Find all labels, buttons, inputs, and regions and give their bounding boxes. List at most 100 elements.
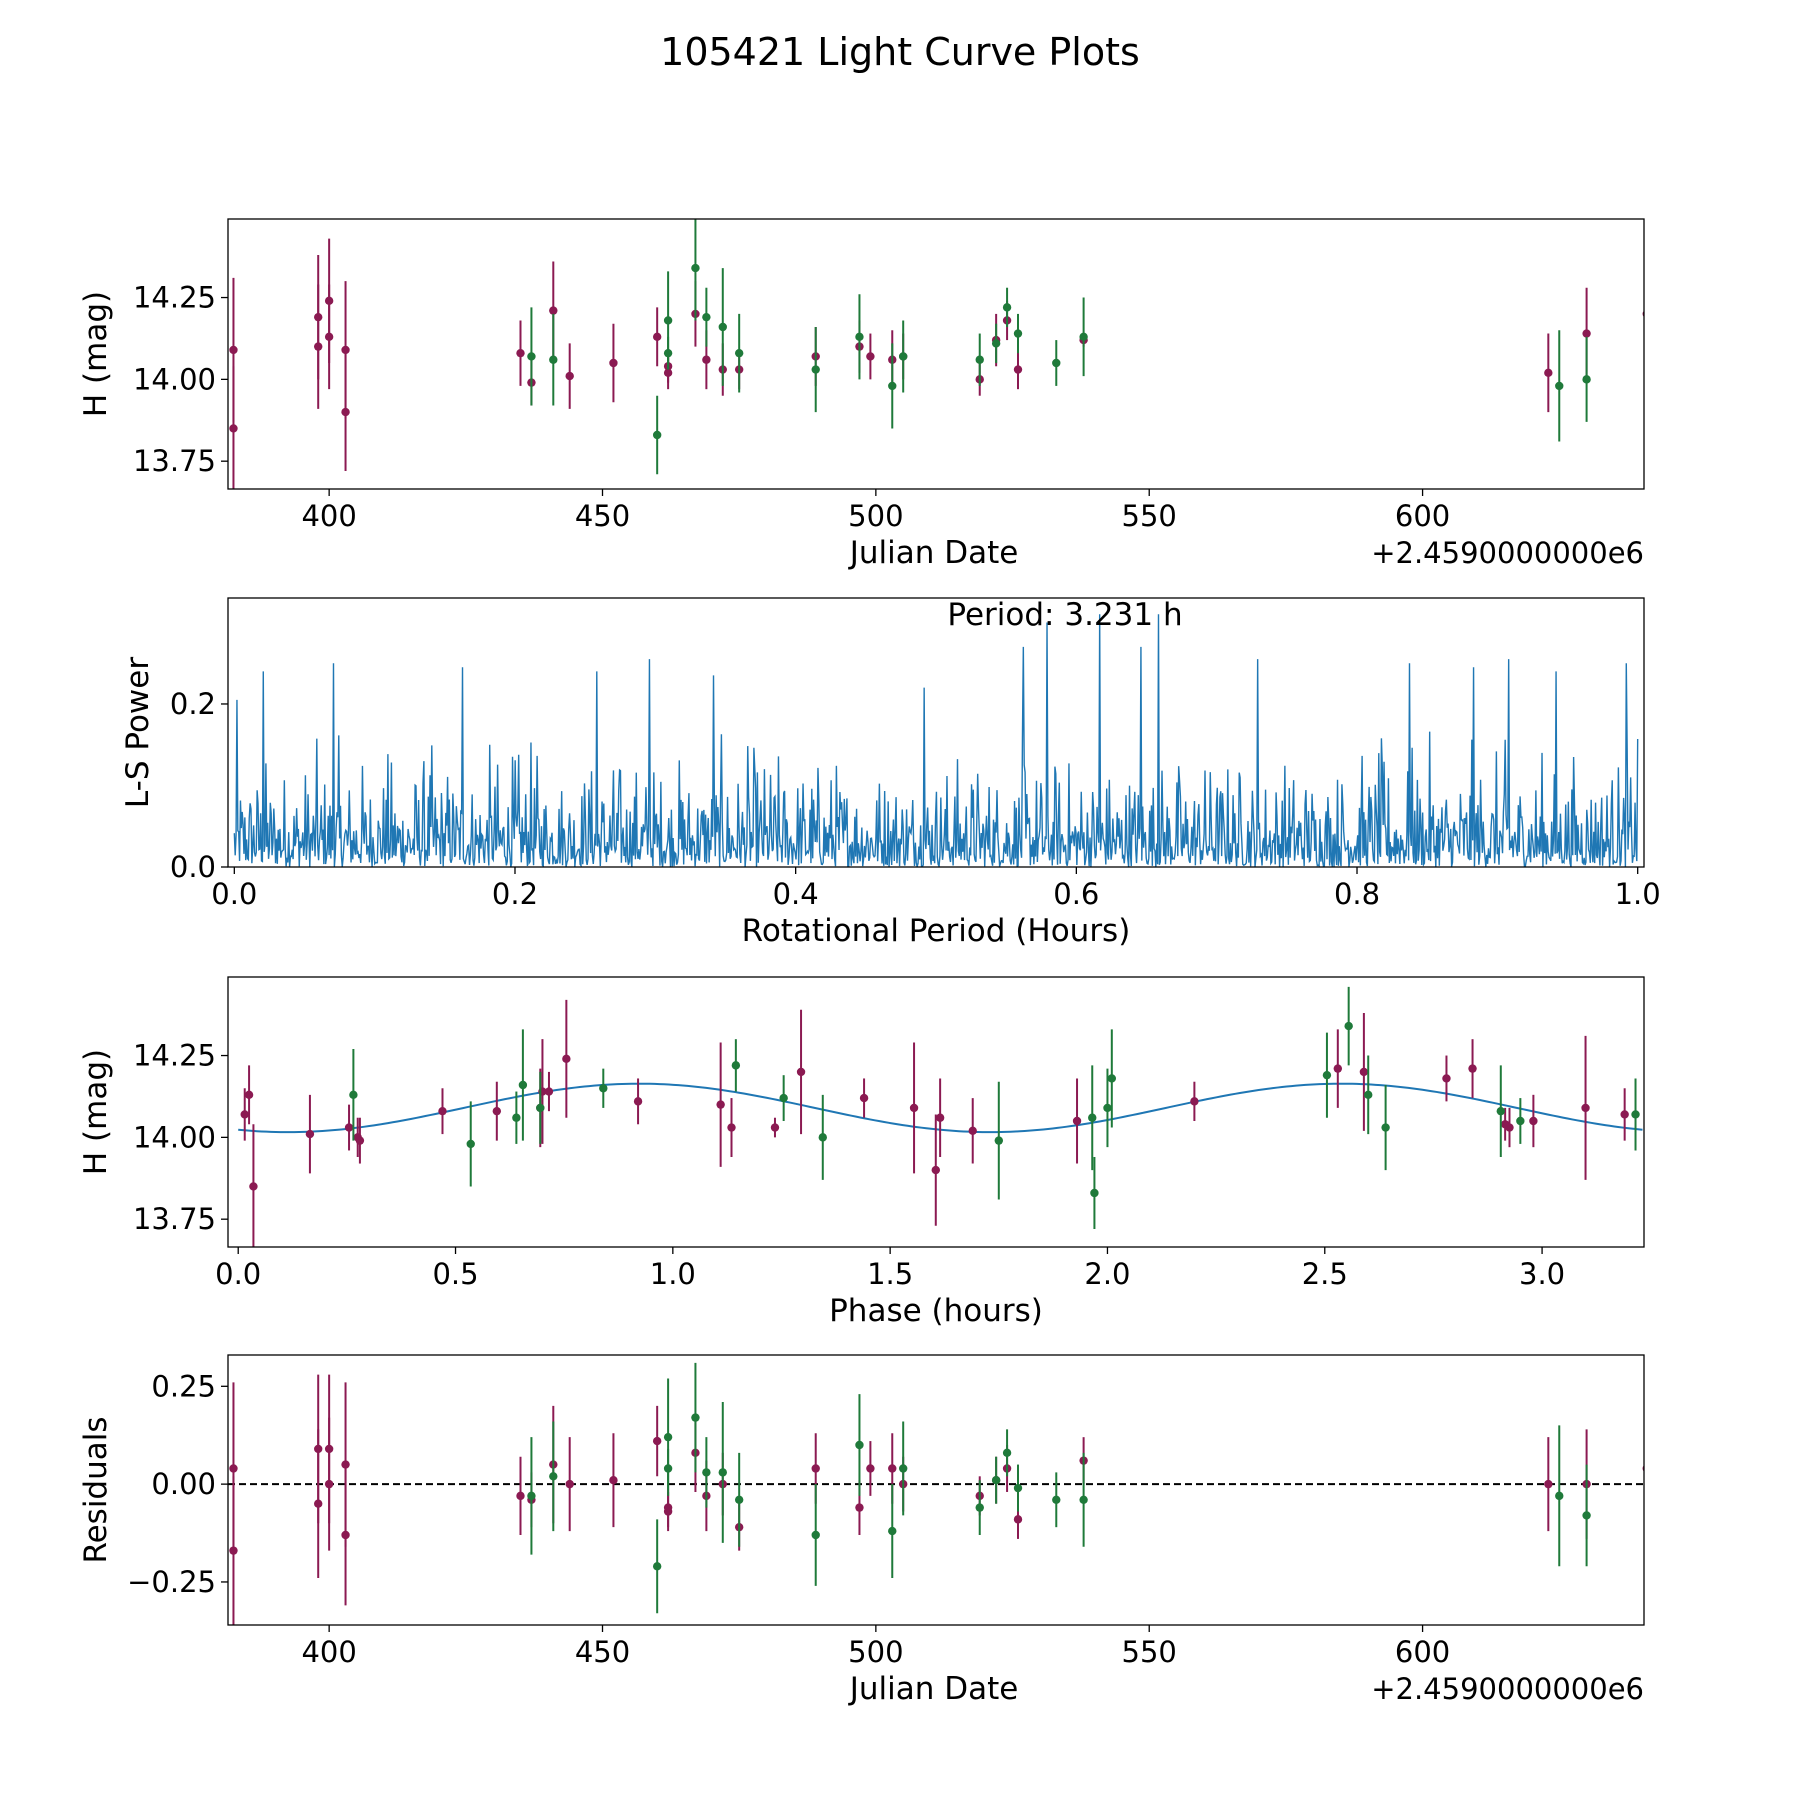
data-point [305,1129,315,1139]
x-axis-label: Rotational Period (Hours) [742,913,1131,949]
data-point [718,1468,727,1477]
data-point [811,1464,820,1473]
data-point [663,348,673,358]
data-point [855,332,864,342]
x-tick-label: 2.0 [1084,1257,1130,1291]
data-point [1107,1074,1117,1083]
y-tick-label: 0.00 [151,1467,216,1501]
data-point [652,1562,662,1571]
x-tick-label: 500 [848,499,903,533]
data-point [1013,329,1023,338]
data-point [811,365,820,374]
x-tick-label: 1.0 [650,1257,696,1291]
y-axis-label: H (mag) [78,1049,114,1175]
y-tick-label: 13.75 [133,1202,216,1236]
data-point [702,355,711,364]
data-point [244,1090,254,1100]
data-point [818,1133,827,1142]
data-point [779,1093,788,1103]
data-point [527,1491,536,1501]
data-point [249,1182,258,1191]
x-tick-label: 550 [1122,499,1177,533]
x-tick-label: 400 [301,499,356,533]
data-point [314,1499,323,1508]
data-point [1072,1116,1082,1126]
data-point [866,352,875,361]
data-point [1013,1515,1023,1524]
x-tick-label: 450 [575,1635,630,1669]
data-point [663,316,673,325]
data-point [663,1507,673,1516]
data-point [527,352,536,361]
data-point [691,1413,700,1422]
x-axis-label: Julian Date [848,1671,1019,1707]
y-tick-label: 0.0 [170,850,216,884]
plot-area [233,614,1639,867]
data-point [341,407,350,417]
data-point [1344,1021,1353,1031]
data-point [1505,1123,1514,1132]
data-point [855,1503,864,1512]
x-tick-label: 600 [1395,1635,1450,1669]
data-point [633,1097,643,1106]
data-point [898,1464,908,1473]
data-point [466,1139,475,1149]
x-tick-label: 2.5 [1302,1257,1348,1291]
x-tick-label: 0.4 [773,877,819,911]
data-point [691,263,700,273]
data-point [355,1136,365,1145]
data-point [663,1464,673,1473]
data-point [341,345,350,355]
period-annotation: Period: 3.231 h [947,597,1182,633]
data-point [438,1106,447,1116]
data-point [652,430,662,440]
data-point [1631,1110,1640,1119]
data-point [888,381,897,391]
y-tick-label: 14.25 [133,1039,216,1073]
data-point [663,368,673,378]
series-green [349,986,1640,1229]
series-green [527,1362,1591,1614]
data-point [1359,1067,1369,1077]
data-point [344,1123,354,1132]
data-point [1333,1064,1343,1073]
data-point [349,1090,358,1100]
data-point [702,1468,711,1477]
data-point [1052,1495,1061,1504]
x-tick-label: 400 [301,1635,356,1669]
data-point [324,1479,334,1489]
data-point [1079,1495,1088,1504]
x-tick-label: 1.5 [867,1257,913,1291]
data-point [994,1136,1004,1145]
data-point [909,1103,919,1113]
data-point [991,339,1001,348]
data-point [859,1093,869,1103]
data-point [1364,1090,1373,1100]
data-point [898,352,908,361]
data-point [1381,1123,1390,1132]
data-point [731,1061,741,1070]
data-point [796,1067,806,1077]
data-point [1544,368,1553,378]
data-point [1013,1483,1023,1493]
data-point [716,1100,725,1109]
series-red [229,238,1644,489]
axes-frame [227,976,1645,1248]
data-point [314,342,323,351]
data-point [727,1123,736,1132]
data-point [229,345,238,355]
figure-title: 105421 Light Curve Plots [660,30,1140,74]
data-point [549,355,558,364]
data-point [1002,1448,1012,1458]
axes-frame [227,1354,1645,1626]
x-tick-label: 0.0 [211,877,257,911]
x-offset-label: +2.4590000000e6 [1371,1672,1644,1706]
data-point [229,424,238,433]
data-point [652,1436,662,1446]
y-axis-label: L-S Power [120,657,156,808]
y-tick-label: −0.25 [127,1565,216,1599]
x-axis-label: Julian Date [848,535,1019,571]
data-point [324,332,334,342]
data-point [1555,381,1564,391]
